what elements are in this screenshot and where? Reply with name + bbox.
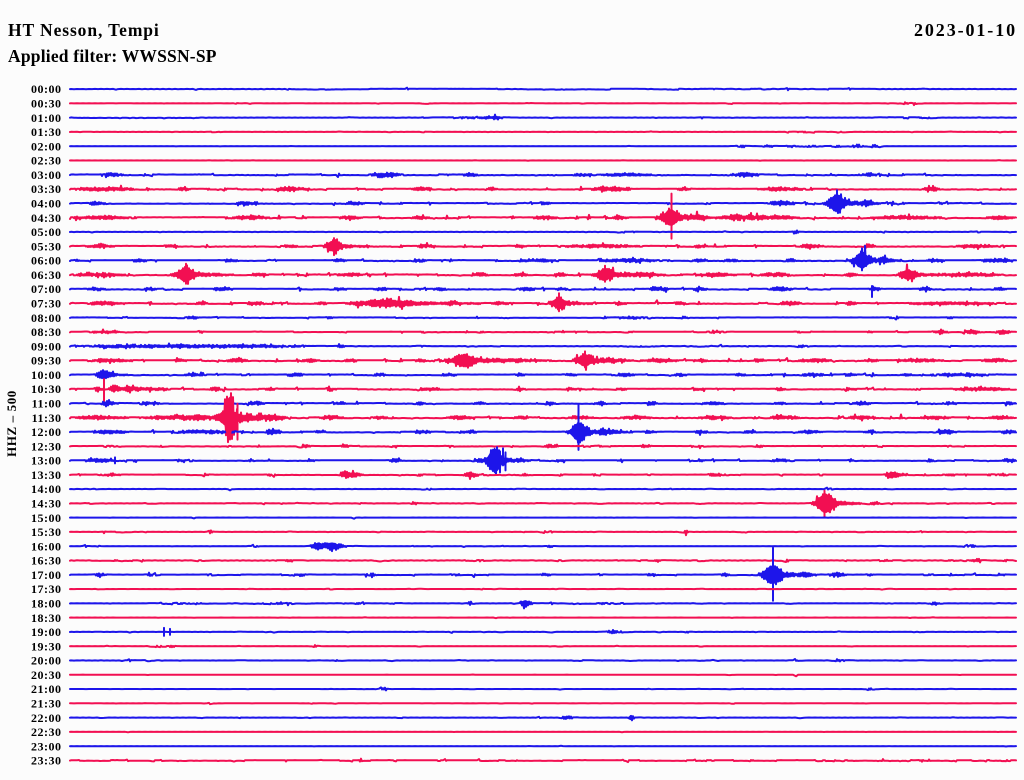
svg-text:02:00: 02:00 (31, 139, 62, 153)
svg-text:05:00: 05:00 (31, 225, 62, 239)
svg-text:15:30: 15:30 (31, 525, 62, 539)
svg-text:HHZ – 500: HHZ – 500 (4, 390, 19, 457)
svg-text:01:00: 01:00 (31, 111, 62, 125)
svg-text:13:00: 13:00 (31, 454, 62, 468)
svg-text:17:00: 17:00 (31, 568, 62, 582)
svg-text:05:30: 05:30 (31, 239, 62, 253)
svg-text:08:30: 08:30 (31, 325, 62, 339)
svg-text:HT Nesson, Tempi: HT Nesson, Tempi (8, 20, 160, 40)
svg-text:23:00: 23:00 (31, 739, 62, 753)
svg-text:04:30: 04:30 (31, 211, 62, 225)
svg-text:2023-01-10: 2023-01-10 (914, 20, 1017, 40)
svg-text:14:00: 14:00 (31, 482, 62, 496)
svg-text:19:00: 19:00 (31, 625, 62, 639)
svg-text:00:00: 00:00 (31, 82, 62, 96)
svg-text:19:30: 19:30 (31, 639, 62, 653)
svg-text:02:30: 02:30 (31, 154, 62, 168)
svg-text:14:30: 14:30 (31, 497, 62, 511)
svg-text:12:00: 12:00 (31, 425, 62, 439)
svg-text:11:00: 11:00 (32, 397, 62, 411)
svg-text:10:30: 10:30 (31, 382, 62, 396)
svg-text:18:30: 18:30 (31, 611, 62, 625)
svg-text:20:00: 20:00 (31, 654, 62, 668)
svg-text:12:30: 12:30 (31, 439, 62, 453)
svg-text:15:00: 15:00 (31, 511, 62, 525)
svg-text:21:00: 21:00 (31, 682, 62, 696)
svg-text:09:00: 09:00 (31, 339, 62, 353)
svg-text:09:30: 09:30 (31, 354, 62, 368)
svg-text:10:00: 10:00 (31, 368, 62, 382)
svg-text:17:30: 17:30 (31, 582, 62, 596)
svg-text:18:00: 18:00 (31, 597, 62, 611)
svg-text:06:00: 06:00 (31, 254, 62, 268)
svg-text:08:00: 08:00 (31, 311, 62, 325)
svg-text:22:00: 22:00 (31, 711, 62, 725)
svg-text:20:30: 20:30 (31, 668, 62, 682)
svg-text:Applied filter: WWSSN-SP: Applied filter: WWSSN-SP (8, 46, 217, 66)
svg-text:16:30: 16:30 (31, 554, 62, 568)
svg-text:11:30: 11:30 (32, 411, 62, 425)
svg-text:07:30: 07:30 (31, 297, 62, 311)
svg-text:04:00: 04:00 (31, 197, 62, 211)
svg-text:03:30: 03:30 (31, 182, 62, 196)
svg-text:13:30: 13:30 (31, 468, 62, 482)
svg-text:21:30: 21:30 (31, 697, 62, 711)
svg-text:00:30: 00:30 (31, 97, 62, 111)
svg-text:06:30: 06:30 (31, 268, 62, 282)
svg-text:01:30: 01:30 (31, 125, 62, 139)
svg-text:03:00: 03:00 (31, 168, 62, 182)
svg-text:16:00: 16:00 (31, 539, 62, 553)
svg-text:22:30: 22:30 (31, 725, 62, 739)
svg-text:23:30: 23:30 (31, 754, 62, 768)
svg-text:07:00: 07:00 (31, 282, 62, 296)
